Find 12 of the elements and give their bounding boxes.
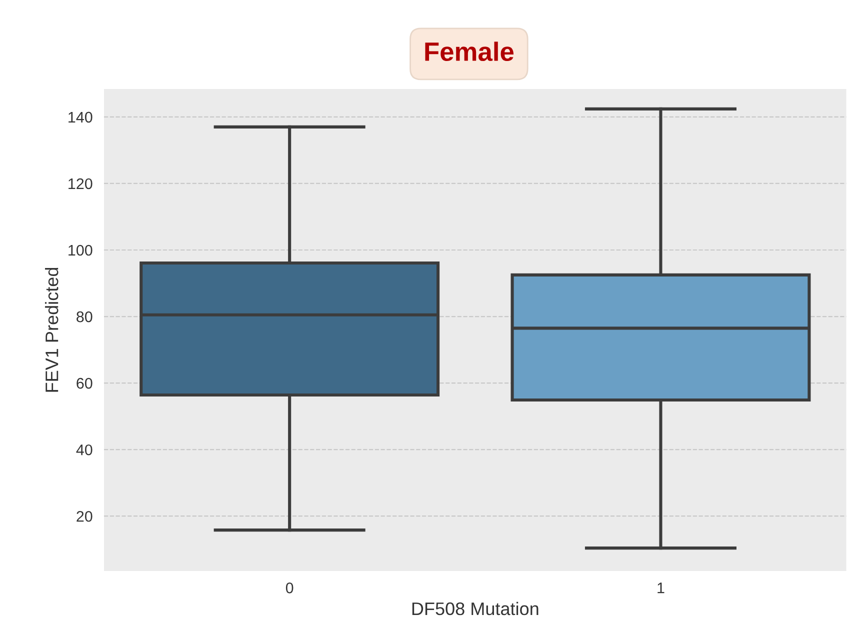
y-tick-label: 140 [68,112,92,123]
x-tick-label: 0 [286,582,294,594]
x-axis-title: DF508 Mutation [412,602,538,616]
x-tick-label: 1 [658,582,664,594]
chart-title: Female [425,42,514,62]
y-axis-title: FEV1 Predicted [45,268,58,392]
y-tick-label: 100 [68,244,92,256]
y-tick-label: 20 [76,510,92,522]
y-tick-label: 120 [68,178,92,190]
y-tick-label: 40 [76,444,92,456]
y-tick-label: 80 [76,311,92,322]
y-tick-label: 60 [76,378,92,389]
